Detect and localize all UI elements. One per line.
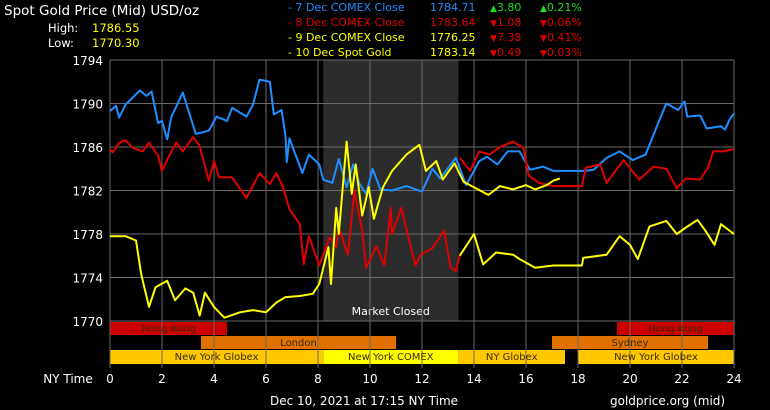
low-label: Low: [48,36,74,50]
series-line [109,136,461,272]
legend-value: 0.06% [546,16,582,29]
legend-series-label: - 7 Dec COMEX Close [288,1,405,14]
high-value: 1786.55 [92,21,140,35]
y-tick-label: 1778 [72,228,103,242]
legend-pct: ▲0.21% [540,1,582,16]
legend-series-label: - 9 Dec COMEX Close [288,31,405,44]
series-line [110,140,561,319]
x-tick-label: 4 [210,372,218,386]
legend-price: 1784.71 [430,1,476,14]
x-tick-label: 8 [314,372,322,386]
y-tick-label: 1790 [72,98,103,112]
session-label: New York Globex [175,352,259,363]
legend-value: 0.03% [546,46,582,59]
x-tick-label: 20 [622,372,637,386]
session-label: New York Globex [614,352,698,363]
session-label: London [280,338,317,349]
session-label: NY Globex [486,352,538,363]
x-tick-label: 24 [726,372,741,386]
arrow-down-icon: ▼ [490,19,497,29]
legend-pct: ▼0.06% [540,16,582,31]
x-axis-label: NY Time [43,372,93,386]
legend-change: ▼7.38 [490,31,521,46]
session-label: Sydney [611,338,648,349]
x-tick-label: 12 [414,372,429,386]
y-tick-label: 1794 [72,54,103,68]
arrow-up-icon: ▲ [540,4,547,14]
legend-value: 0.49 [496,46,522,59]
arrow-down-icon: ▼ [490,49,497,59]
session-bar [110,322,227,335]
x-tick-label: 10 [362,372,377,386]
arrow-down-icon: ▼ [540,49,547,59]
legend-value: 1.08 [496,16,522,29]
arrow-up-icon: ▲ [490,4,497,14]
session-bar [201,336,396,349]
legend-value: 0.41% [546,31,582,44]
session-label: Hong Kong [648,324,702,335]
legend-change: ▼1.08 [490,16,521,31]
session-bar [578,350,734,364]
legend-pct: ▼0.03% [540,46,582,61]
session-bar [110,350,324,364]
legend-value: 3.80 [496,1,522,14]
legend-change: ▼0.49 [490,46,521,61]
x-tick-label: 16 [518,372,533,386]
arrow-down-icon: ▼ [540,19,547,29]
arrow-down-icon: ▼ [540,34,547,44]
source-label: goldprice.org (mid) [610,394,726,408]
y-tick-label: 1782 [72,185,103,199]
session-label: Hong Kong [141,324,195,335]
market-closed-label: Market Closed [352,305,430,318]
legend-price: 1783.64 [430,16,476,29]
x-tick-label: 6 [262,372,270,386]
y-tick-label: 1770 [72,315,103,329]
y-tick-label: 1786 [72,141,103,155]
series-line [458,218,735,269]
session-bar [458,350,565,364]
high-label: High: [48,21,79,35]
legend-price: 1776.25 [430,31,476,44]
legend-value: 0.21% [546,1,582,14]
chart-title: Spot Gold Price (Mid) USD/oz [4,3,200,19]
legend-series-label: - 8 Dec COMEX Close [288,16,405,29]
x-tick-label: 0 [106,372,114,386]
series-line [109,78,735,195]
series-line [458,140,735,190]
legend-change: ▲3.80 [490,1,521,16]
x-tick-label: 2 [158,372,166,386]
legend-value: 7.38 [496,31,522,44]
legend-pct: ▼0.41% [540,31,582,46]
x-tick-label: 14 [466,372,481,386]
session-bar [617,322,734,335]
session-label: New York COMEX [348,352,434,363]
timestamp: Dec 10, 2021 at 17:15 NY Time [270,394,459,408]
low-value: 1770.30 [92,36,140,50]
arrow-down-icon: ▼ [490,34,497,44]
legend-series-label: - 10 Dec Spot Gold [288,46,392,59]
legend-price: 1783.14 [430,46,476,59]
x-tick-label: 22 [674,372,689,386]
x-tick-label: 18 [570,372,585,386]
y-tick-label: 1774 [72,272,103,286]
session-bar [323,350,459,364]
